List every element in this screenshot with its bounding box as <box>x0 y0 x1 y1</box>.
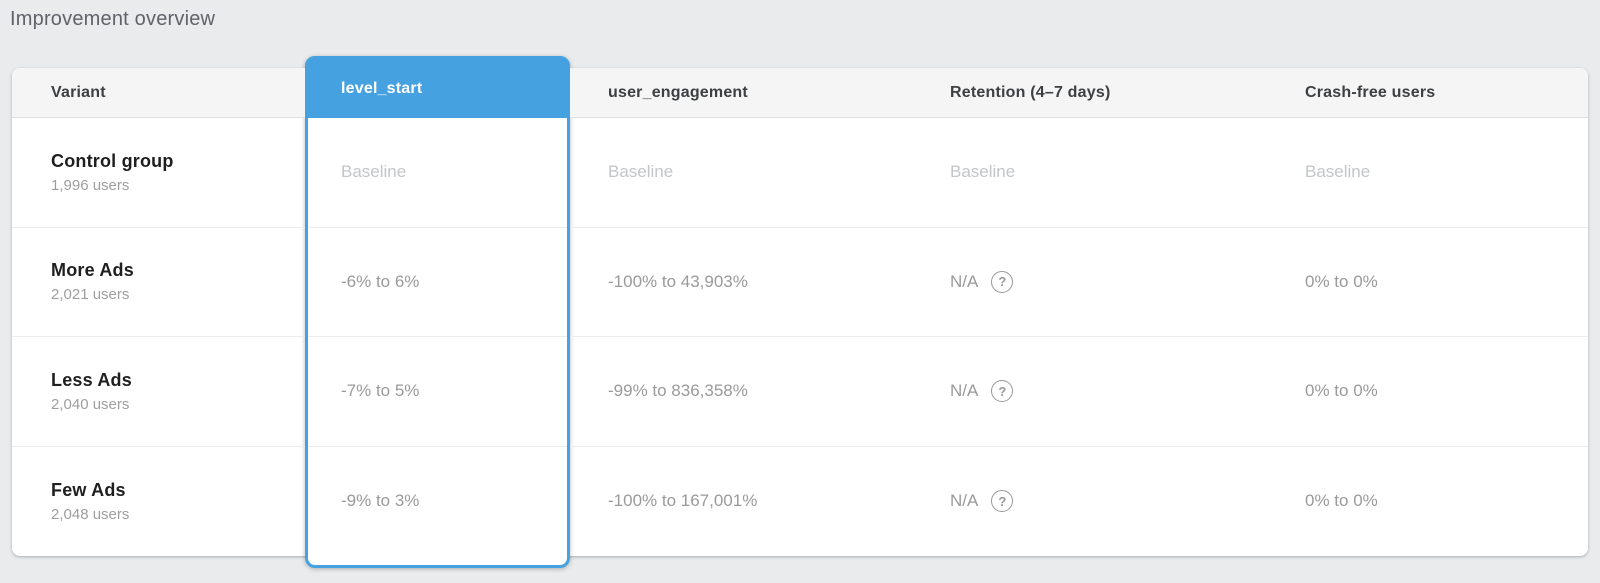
page-title: Improvement overview <box>10 8 216 30</box>
variant-user-count: 1,996 users <box>51 176 130 194</box>
table-row-few-ads: Few Ads 2,048 users -9% to 3% -100% to 1… <box>12 447 1588 557</box>
help-question-icon[interactable]: ? <box>991 270 1014 293</box>
variant-name: Few Ads <box>51 479 126 500</box>
table-grid: Variant user_engagement Retention (4–7 d… <box>12 68 1588 556</box>
variant-name: Control group <box>51 150 174 171</box>
variant-user-count: 2,048 users <box>51 505 130 523</box>
retention-na-text: N/A <box>950 491 979 511</box>
level-start-value: -9% to 3% <box>341 491 420 511</box>
retention-value: Baseline <box>950 162 1016 182</box>
retention-na-text: N/A <box>950 271 979 291</box>
user-engagement-value: -99% to 836,358% <box>608 381 748 401</box>
level-start-value: Baseline <box>341 162 407 182</box>
variant-name: Less Ads <box>51 369 132 390</box>
level-start-value: -6% to 6% <box>341 271 420 291</box>
column-header-user-engagement[interactable]: user_engagement <box>570 68 902 118</box>
crash-free-value: 0% to 0% <box>1305 491 1378 511</box>
column-header-level-start[interactable]: level_start <box>341 79 423 97</box>
variant-name: More Ads <box>51 260 134 281</box>
crash-free-value: Baseline <box>1305 162 1371 182</box>
retention-na-text: N/A <box>950 381 979 401</box>
help-question-icon[interactable]: ? <box>991 380 1014 403</box>
selected-column-background <box>305 56 570 568</box>
variant-cell: Less Ads 2,040 users <box>12 337 305 446</box>
user-engagement-value: Baseline <box>608 162 674 182</box>
selected-column-header-band <box>305 56 570 118</box>
table-row-control-group: Control group 1,996 users Baseline Basel… <box>12 118 1588 228</box>
variant-cell: More Ads 2,021 users <box>12 228 305 337</box>
selected-metric-column-card[interactable]: level_start <box>305 56 570 568</box>
variant-user-count: 2,021 users <box>51 286 130 304</box>
variant-cell: Few Ads 2,048 users <box>12 447 305 557</box>
variant-user-count: 2,040 users <box>51 395 130 413</box>
crash-free-value: 0% to 0% <box>1305 381 1378 401</box>
retention-value: N/A ? <box>902 447 1292 557</box>
improvement-overview-table: Variant user_engagement Retention (4–7 d… <box>12 56 1588 568</box>
help-question-icon[interactable]: ? <box>991 490 1014 513</box>
retention-value: N/A ? <box>902 228 1292 337</box>
table-header-row: Variant user_engagement Retention (4–7 d… <box>12 68 1588 118</box>
level-start-value: -7% to 5% <box>341 381 420 401</box>
user-engagement-value: -100% to 43,903% <box>608 271 748 291</box>
table-row-less-ads: Less Ads 2,040 users -7% to 5% -99% to 8… <box>12 337 1588 447</box>
column-header-crash-free[interactable]: Crash-free users <box>1292 68 1588 118</box>
column-header-variant: Variant <box>12 68 305 118</box>
table-row-more-ads: More Ads 2,021 users -6% to 6% -100% to … <box>12 228 1588 337</box>
column-header-retention[interactable]: Retention (4–7 days) <box>902 68 1292 118</box>
crash-free-value: 0% to 0% <box>1305 271 1378 291</box>
retention-value: N/A ? <box>902 337 1292 446</box>
user-engagement-value: -100% to 167,001% <box>608 491 758 511</box>
variant-cell: Control group 1,996 users <box>12 118 305 227</box>
